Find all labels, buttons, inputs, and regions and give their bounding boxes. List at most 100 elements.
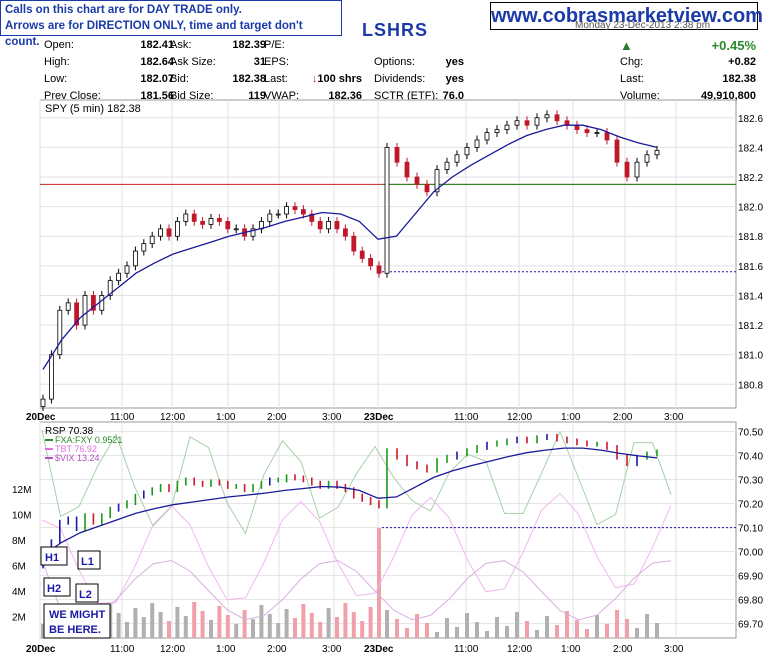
- rsp-x-tick: 23Dec: [364, 644, 394, 655]
- price-x-tick: 11:00: [110, 412, 135, 423]
- volume-bar: [405, 628, 409, 638]
- rsp-x-axis: 20Dec 11:00 12:00 1:00 2:00 3:00 23Dec 11:00 12:…: [26, 644, 684, 655]
- annotation-l2: L2: [79, 589, 92, 601]
- vwap-label: VWAP:: [264, 90, 300, 102]
- up-triangle-icon: ▲: [620, 38, 633, 53]
- volume-bar: [225, 615, 230, 638]
- volume-y-tick: 8M: [12, 536, 26, 547]
- price-candle-body: [317, 221, 323, 230]
- rsp-y-axis: 69.70 69.80 69.90 70.00 70.10 70.20 70.30 70.40…: [12, 428, 763, 631]
- price-x-tick: 2:00: [613, 412, 633, 423]
- volume-bar: [435, 632, 439, 638]
- volume-bar: [133, 608, 138, 638]
- volume-bar: [41, 624, 45, 638]
- price-candle-body: [132, 250, 138, 267]
- price-candle-body: [414, 176, 420, 185]
- chg-value: +0.82: [728, 56, 756, 68]
- volume-bar: [615, 610, 619, 638]
- price-candle-body: [654, 149, 660, 156]
- price-candle-body: [584, 129, 590, 133]
- ask-size-label: Ask Size:: [170, 56, 216, 68]
- volume-bar: [125, 622, 129, 638]
- volume-bar: [368, 607, 373, 638]
- volume-bar: [158, 612, 163, 638]
- volume-bar: [167, 621, 171, 638]
- volume-bar: [575, 620, 579, 638]
- rsp-x-tick: 11:00: [454, 644, 479, 655]
- sctr-value: 76.0: [442, 90, 464, 102]
- price-candle-body: [484, 132, 490, 141]
- price-x-tick: 3:00: [664, 412, 684, 423]
- volume-bar: [175, 607, 180, 638]
- rsp-y-tick: 70.40: [738, 452, 763, 463]
- price-candle-body: [524, 120, 530, 126]
- rsp-x-tick: 3:00: [664, 644, 684, 655]
- volume-bar: [595, 615, 599, 638]
- annotation-box-h2: [43, 577, 71, 597]
- disclaimer-line-2: Arrows are for DIRECTION ONLY, time and …: [5, 20, 303, 48]
- price-candle-body: [225, 221, 231, 230]
- price-candle-body: [65, 302, 71, 311]
- price-candle-body: [376, 265, 382, 274]
- open-value: 182.41: [140, 39, 174, 51]
- volume-bar: [545, 616, 549, 638]
- volume-y-tick: 2M: [12, 613, 26, 624]
- price-y-tick: 182.6: [738, 114, 763, 125]
- rsp-panel-frame: [39, 421, 737, 639]
- rsp-x-tick: 12:00: [160, 644, 185, 655]
- volume-y-tick: 10M: [12, 511, 31, 522]
- rsp-candles: [42, 434, 658, 569]
- rsp-x-tick: 3:00: [322, 644, 342, 655]
- rsp-x-tick: 20Dec: [26, 644, 56, 655]
- dividends-label: Dividends:: [374, 73, 426, 85]
- price-candle-body: [334, 221, 340, 230]
- annotation-h1: H1: [45, 552, 59, 564]
- bid-value: 182.38: [232, 73, 266, 85]
- volume-bar: [318, 622, 323, 638]
- site-url[interactable]: www.cobrasmarketview.com: [490, 2, 763, 30]
- price-y-tick: 181.0: [738, 351, 763, 362]
- price-candle-body: [166, 228, 172, 237]
- tbt-line: [41, 492, 672, 604]
- price-candle-body: [216, 218, 222, 222]
- volume-bar: [343, 603, 348, 638]
- pe-label: P/E:: [264, 39, 285, 51]
- price-x-tick: 12:00: [160, 412, 185, 423]
- price-chart-title: SPY (5 min) 182.38: [45, 103, 141, 115]
- price-candle-body: [564, 120, 570, 126]
- price-candle-body: [434, 169, 440, 193]
- volume-bar: [293, 618, 297, 638]
- volume-bar: [301, 604, 306, 638]
- volume-bar: [525, 621, 529, 638]
- last-price-value: 182.38: [722, 73, 756, 85]
- rsp-y-tick: 70.50: [738, 428, 763, 439]
- price-candle-body: [514, 120, 520, 126]
- rsp-y-tick: 70.10: [738, 524, 763, 535]
- price-y-tick: 182.4: [738, 143, 763, 154]
- price-candle-body: [174, 221, 180, 237]
- chg-label: Chg:: [620, 56, 644, 68]
- rsp-x-tick: 2:00: [613, 644, 633, 655]
- sctr-label: SCTR (ETF):: [374, 90, 439, 102]
- volume-bar: [251, 619, 255, 638]
- price-candle-body: [504, 124, 510, 131]
- price-candle-body: [404, 161, 410, 178]
- volume-bar: [625, 619, 629, 638]
- price-candle-body: [208, 218, 214, 225]
- price-x-tick: 23Dec: [364, 412, 394, 423]
- symbol-title: LSHRS: [362, 20, 429, 40]
- quote-col-3: P/E: EPS: Last: ↓100 shrs VWAP: 182.36: [264, 37, 362, 105]
- annotation-box-l2: [75, 583, 99, 603]
- price-candle-body: [158, 228, 164, 237]
- annotation-note-line2: BE HERE.: [49, 624, 101, 636]
- price-candle-body: [554, 114, 560, 122]
- price-candle-body: [107, 280, 113, 296]
- disclaimer-box: Calls on this chart are for DAY TRADE on…: [0, 0, 342, 48]
- volume-bar: [515, 612, 519, 638]
- low-value: 182.07: [140, 73, 174, 85]
- volume-bar: [377, 528, 381, 638]
- price-candle-body: [614, 139, 620, 163]
- volume-bar: [395, 619, 399, 638]
